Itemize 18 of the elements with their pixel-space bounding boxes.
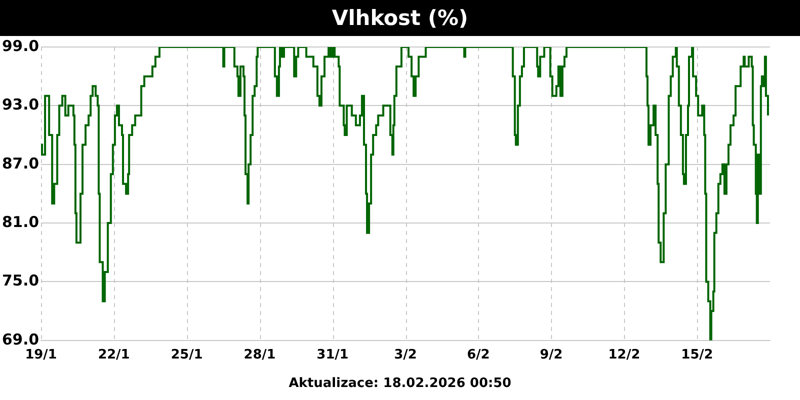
x-tick-label: 28/1 [244, 348, 276, 363]
x-tick-label: 9/2 [540, 348, 563, 363]
x-tick-label: 6/2 [466, 348, 490, 363]
y-tick-label: 69.0 [2, 330, 40, 348]
x-tick-label: 3/2 [394, 348, 417, 363]
x-tick-label: 12/2 [608, 348, 640, 363]
x-tick-label: 15/2 [681, 348, 714, 363]
x-tick-label: 25/1 [170, 348, 203, 363]
text: Aktualizace: 18.02.2026 00:50 [288, 376, 512, 391]
y-tick-label: 87.0 [2, 154, 40, 172]
y-tick-label: 81.0 [2, 212, 40, 231]
y-tick-label: 99.0 [2, 36, 40, 55]
y-tick-label: 75.0 [2, 272, 40, 290]
chart-title: Vlhkost (%) [0, 0, 800, 36]
y-tick-label: 93.0 [2, 96, 40, 114]
x-tick-label: 22/1 [98, 348, 130, 363]
x-tick-label: 31/1 [316, 348, 349, 363]
x-tick-label: 19/1 [25, 348, 57, 363]
